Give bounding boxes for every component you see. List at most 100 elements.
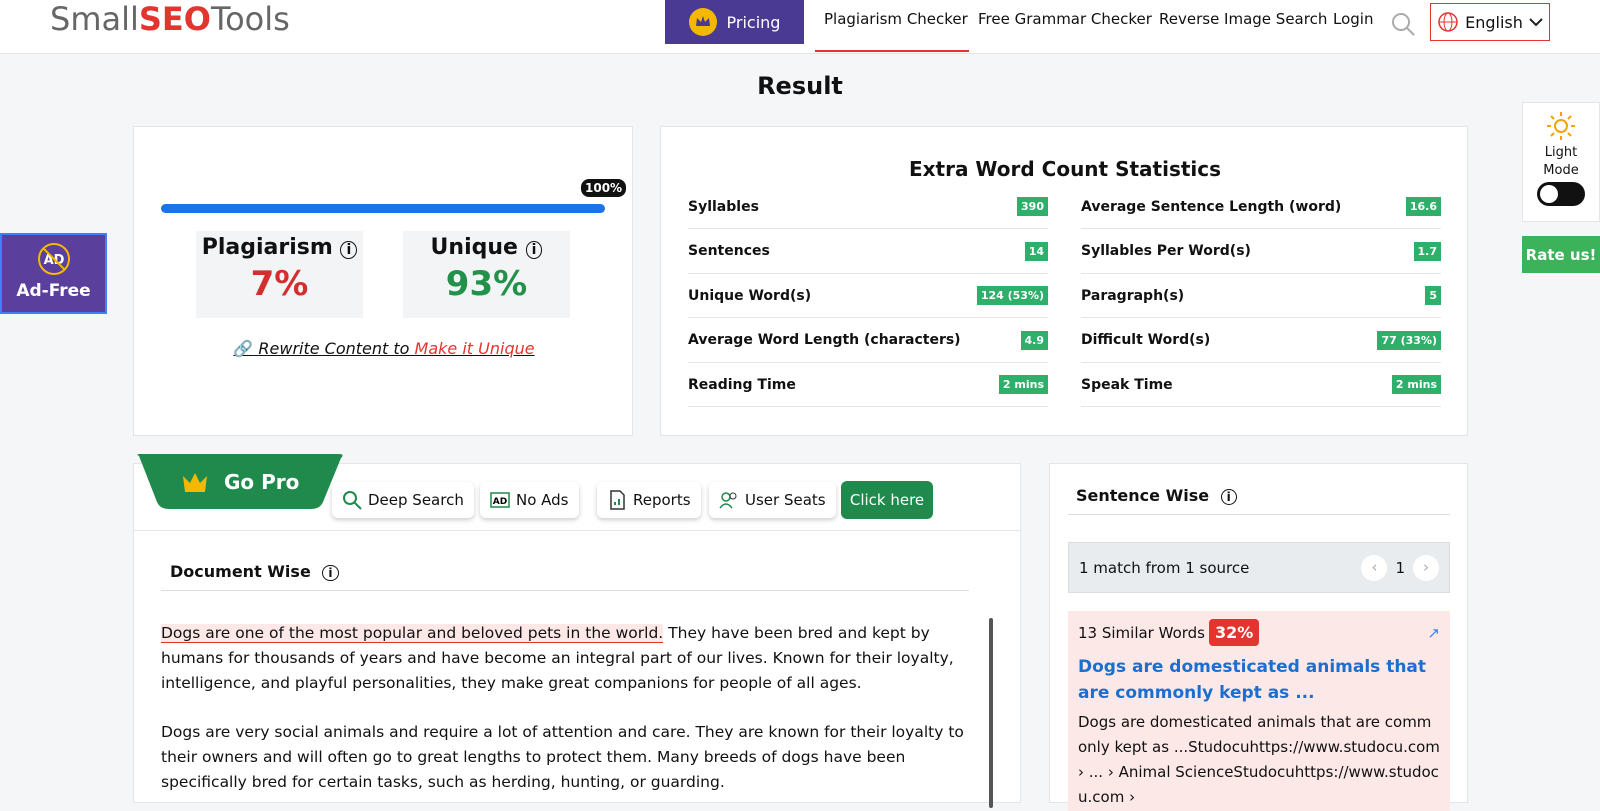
ad-icon: AD [37,243,70,275]
match-item: 13 Similar Words 32% ↗ Dogs are domesticat… [1068,611,1450,811]
scrollbar[interactable] [989,618,993,808]
info-icon[interactable]: i [340,241,358,259]
light-label: Light [1544,145,1578,160]
rewrite-line[interactable]: 🔗 Rewrite Content to Make it Unique [134,339,634,358]
rewrite-link[interactable]: Make it Unique [414,339,535,358]
stat-label: Syllables Per Word(s) [1081,243,1251,259]
stat-row: Average Word Length (characters) 4.9 [688,319,1048,363]
plagiarism-label: Plagiarism [201,235,333,260]
stats-title: Extra Word Count Statistics [908,157,1222,181]
stat-value: 16.6 [1405,197,1441,216]
info-icon[interactable]: i [322,565,339,581]
stat-row: Reading Time 2 mins [688,363,1048,407]
language-select[interactable]: English [1430,3,1550,41]
chevron [1529,18,1543,27]
nav-link[interactable]: Free Grammar Checker [978,10,1152,28]
plagiarism-heading: Plagiarism i [196,235,363,260]
source-link[interactable]: Dogs are domesticated animals that are c… [1078,657,1427,703]
unique-box: Unique i 93% [403,231,570,318]
stat-row: Difficult Word(s) 77 (33%) [1081,319,1441,363]
prev-button[interactable]: ‹ [1361,554,1388,581]
pricing-button[interactable]: Pricing [665,0,804,44]
highlighted-sentence[interactable]: Dogs are one of the most popular and bel… [161,624,664,643]
next-button[interactable]: › [1413,554,1439,581]
sentence-title: Sentence Wise [1076,486,1210,505]
search-icon[interactable] [1390,11,1416,37]
click-here-button[interactable]: Click here [841,481,933,519]
feature-chip[interactable]: Reports [597,482,701,518]
rewrite-text: Rewrite Content to [258,339,415,358]
ad-free-button[interactable]: AD Ad-Free [0,233,107,314]
stat-value: 4.9 [1020,330,1048,350]
logo[interactable]: SmallSEOTools [50,0,290,38]
light-mode-panel: Light Mode [1522,102,1600,222]
header: SmallSEOTools Pricing Plagiarism Checker… [0,0,1600,54]
feature-label: Reports [633,491,691,509]
document-heading: Document Wise i [170,562,339,581]
stat-label: Unique Word(s) [688,287,812,304]
stat-value: 124 (53%) [976,286,1048,305]
divider [134,530,1020,531]
toggle-knob [1540,185,1558,203]
divider [161,590,969,591]
stat-row: Syllables 390 [688,185,1048,229]
stat-label: Average Word Length (characters) [688,332,961,348]
summary-card: 100% Plagiarism i 7% Unique i 93% 🔗 Rewr… [133,126,633,436]
unique-heading: Unique i [403,235,570,260]
go-pro-title[interactable]: Go Pro [224,470,300,494]
match-bar: 1 match from 1 source ‹ 1 › [1068,542,1450,593]
stat-value: 2 mins [1391,375,1441,394]
stat-label: Speak Time [1081,376,1173,393]
paragraph-text: They have been bred and kept by humans f… [161,624,954,692]
feature-label: No Ads [516,491,569,509]
stat-label: Difficult Word(s) [1081,332,1211,348]
stat-label: Paragraph(s) [1081,287,1185,304]
paragraph: Dogs are one of the most popular and bel… [161,621,971,696]
page-number: 1 [1395,558,1405,577]
stat-value: 14 [1024,241,1048,261]
progress-bar [161,204,605,213]
stat-row: Speak Time 2 mins [1081,363,1441,407]
stat-value: 5 [1425,286,1441,305]
stat-label: Sentences [688,243,770,259]
document-card: Document Wise i Dogs are one of the most… [133,463,1021,808]
divider [1068,514,1450,515]
logo-text: SEO [138,0,211,38]
sun-icon [1547,112,1575,140]
mode-label: Mode [1543,163,1579,178]
sentence-heading: Sentence Wise i [1076,486,1237,505]
progress-label: 100% [581,179,627,197]
go-pro-tab[interactable] [135,454,345,510]
stat-row: Unique Word(s) 124 (53%) [688,274,1048,318]
nav-link[interactable]: Login [1333,10,1374,28]
link-icon: 🔗 [233,339,254,358]
unique-label: Unique [430,235,518,260]
stat-row: Average Sentence Length (word) 16.6 [1081,185,1441,229]
language-label: English [1465,12,1523,32]
info-icon[interactable]: i [1220,489,1237,505]
stat-value: 1.7 [1413,241,1441,261]
nav-link[interactable]: Reverse Image Search [1159,10,1328,28]
stat-row: Paragraph(s) 5 [1081,274,1441,318]
logo-text: Tools [210,0,290,38]
result-title: Result [757,72,843,100]
nav-link[interactable]: Plagiarism Checker [824,10,968,28]
report-icon [610,490,625,510]
stat-label: Reading Time [688,376,796,393]
mode-toggle[interactable] [1537,182,1585,206]
rate-button[interactable]: Rate us! [1522,236,1600,273]
document-text: Dogs are one of the most popular and bel… [161,621,971,795]
feature-chip[interactable]: AD No Ads [480,482,579,518]
info-icon[interactable]: i [525,241,543,259]
feature-chip[interactable]: Deep Search [332,482,474,518]
stat-row: Sentences 14 [688,230,1048,274]
match-count: 1 match from 1 source [1079,558,1250,577]
sentence-card: Sentence Wise i 1 match from 1 source ‹ … [1049,463,1468,811]
external-link-icon[interactable]: ↗ [1427,623,1440,642]
stat-label: Average Sentence Length (word) [1081,198,1342,215]
feature-chip[interactable]: User Seats [709,482,836,518]
similar-percent: 32% [1209,619,1260,646]
logo-text: Small [50,0,139,38]
similar-words: 13 Similar Words [1078,623,1205,642]
